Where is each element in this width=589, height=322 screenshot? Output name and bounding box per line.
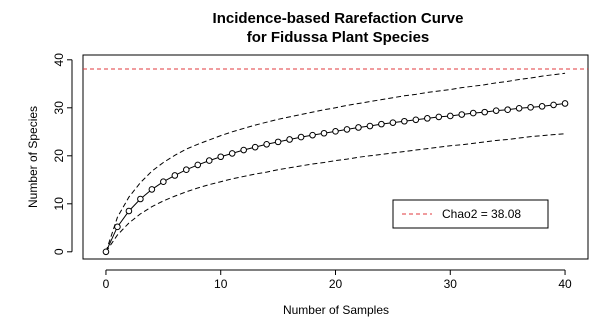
y-tick-label: 40 — [52, 53, 66, 67]
y-tick-label: 20 — [52, 149, 66, 163]
data-point — [251, 143, 259, 151]
chart-title-line-2: for Fidussa Plant Species — [247, 29, 430, 46]
data-point — [320, 129, 328, 137]
data-point — [217, 153, 225, 161]
data-point — [137, 195, 144, 203]
data-point — [194, 161, 202, 169]
series-line-upper — [105, 72, 566, 252]
data-point — [343, 126, 351, 133]
data-point — [286, 136, 293, 143]
data-point — [160, 178, 167, 186]
legend-box — [392, 199, 549, 229]
data-point — [332, 128, 339, 135]
data-point — [515, 104, 523, 112]
chart-title-line-1: Incidence-based Rarefaction Curve — [213, 10, 464, 27]
data-point — [297, 133, 305, 141]
plot-frame — [82, 54, 589, 260]
data-point — [401, 117, 408, 125]
x-tick-label: 30 — [444, 277, 458, 291]
data-point — [148, 186, 156, 193]
y-tick-label: 30 — [52, 101, 66, 115]
data-point — [355, 124, 362, 131]
data-point — [366, 122, 374, 130]
y-tick-label: 10 — [52, 197, 66, 211]
data-point — [114, 223, 121, 231]
data-point — [378, 120, 385, 128]
data-point — [527, 104, 534, 111]
y-axis: 0 10 20 30 40 — [52, 53, 73, 255]
data-point — [435, 113, 443, 121]
data-point — [424, 115, 431, 122]
data-point — [274, 138, 282, 146]
data-point — [538, 103, 546, 110]
y-tick-label: 0 — [52, 248, 66, 255]
x-tick-label: 10 — [214, 277, 228, 291]
x-tick-label: 0 — [103, 277, 110, 291]
data-point — [469, 109, 477, 117]
data-point — [205, 157, 213, 164]
data-point — [125, 207, 133, 215]
data-point — [171, 172, 179, 179]
data-point — [446, 112, 454, 120]
data-point — [183, 166, 190, 174]
data-point — [389, 119, 397, 126]
x-axis-label: Number of Samples — [283, 303, 389, 317]
data-point — [504, 106, 511, 114]
data-point — [412, 116, 420, 124]
data-point — [481, 108, 489, 116]
y-axis-label: Number of Species — [26, 106, 40, 208]
data-point — [458, 111, 466, 118]
data-point — [228, 150, 236, 157]
data-point — [561, 100, 569, 107]
data-point — [240, 146, 247, 154]
series-line-lower — [105, 133, 566, 253]
data-point — [263, 140, 270, 148]
points-layer — [102, 100, 569, 256]
data-point — [492, 107, 500, 114]
data-point — [550, 101, 557, 109]
data-point — [309, 131, 316, 139]
x-tick-label: 40 — [558, 277, 572, 291]
x-tick-label: 20 — [329, 277, 343, 291]
legend: Chao2 = 38.08 — [392, 199, 549, 229]
data-point — [102, 248, 110, 256]
x-axis: 0 10 20 30 40 — [103, 269, 572, 291]
legend-entry-chao2: Chao2 = 38.08 — [442, 207, 521, 221]
